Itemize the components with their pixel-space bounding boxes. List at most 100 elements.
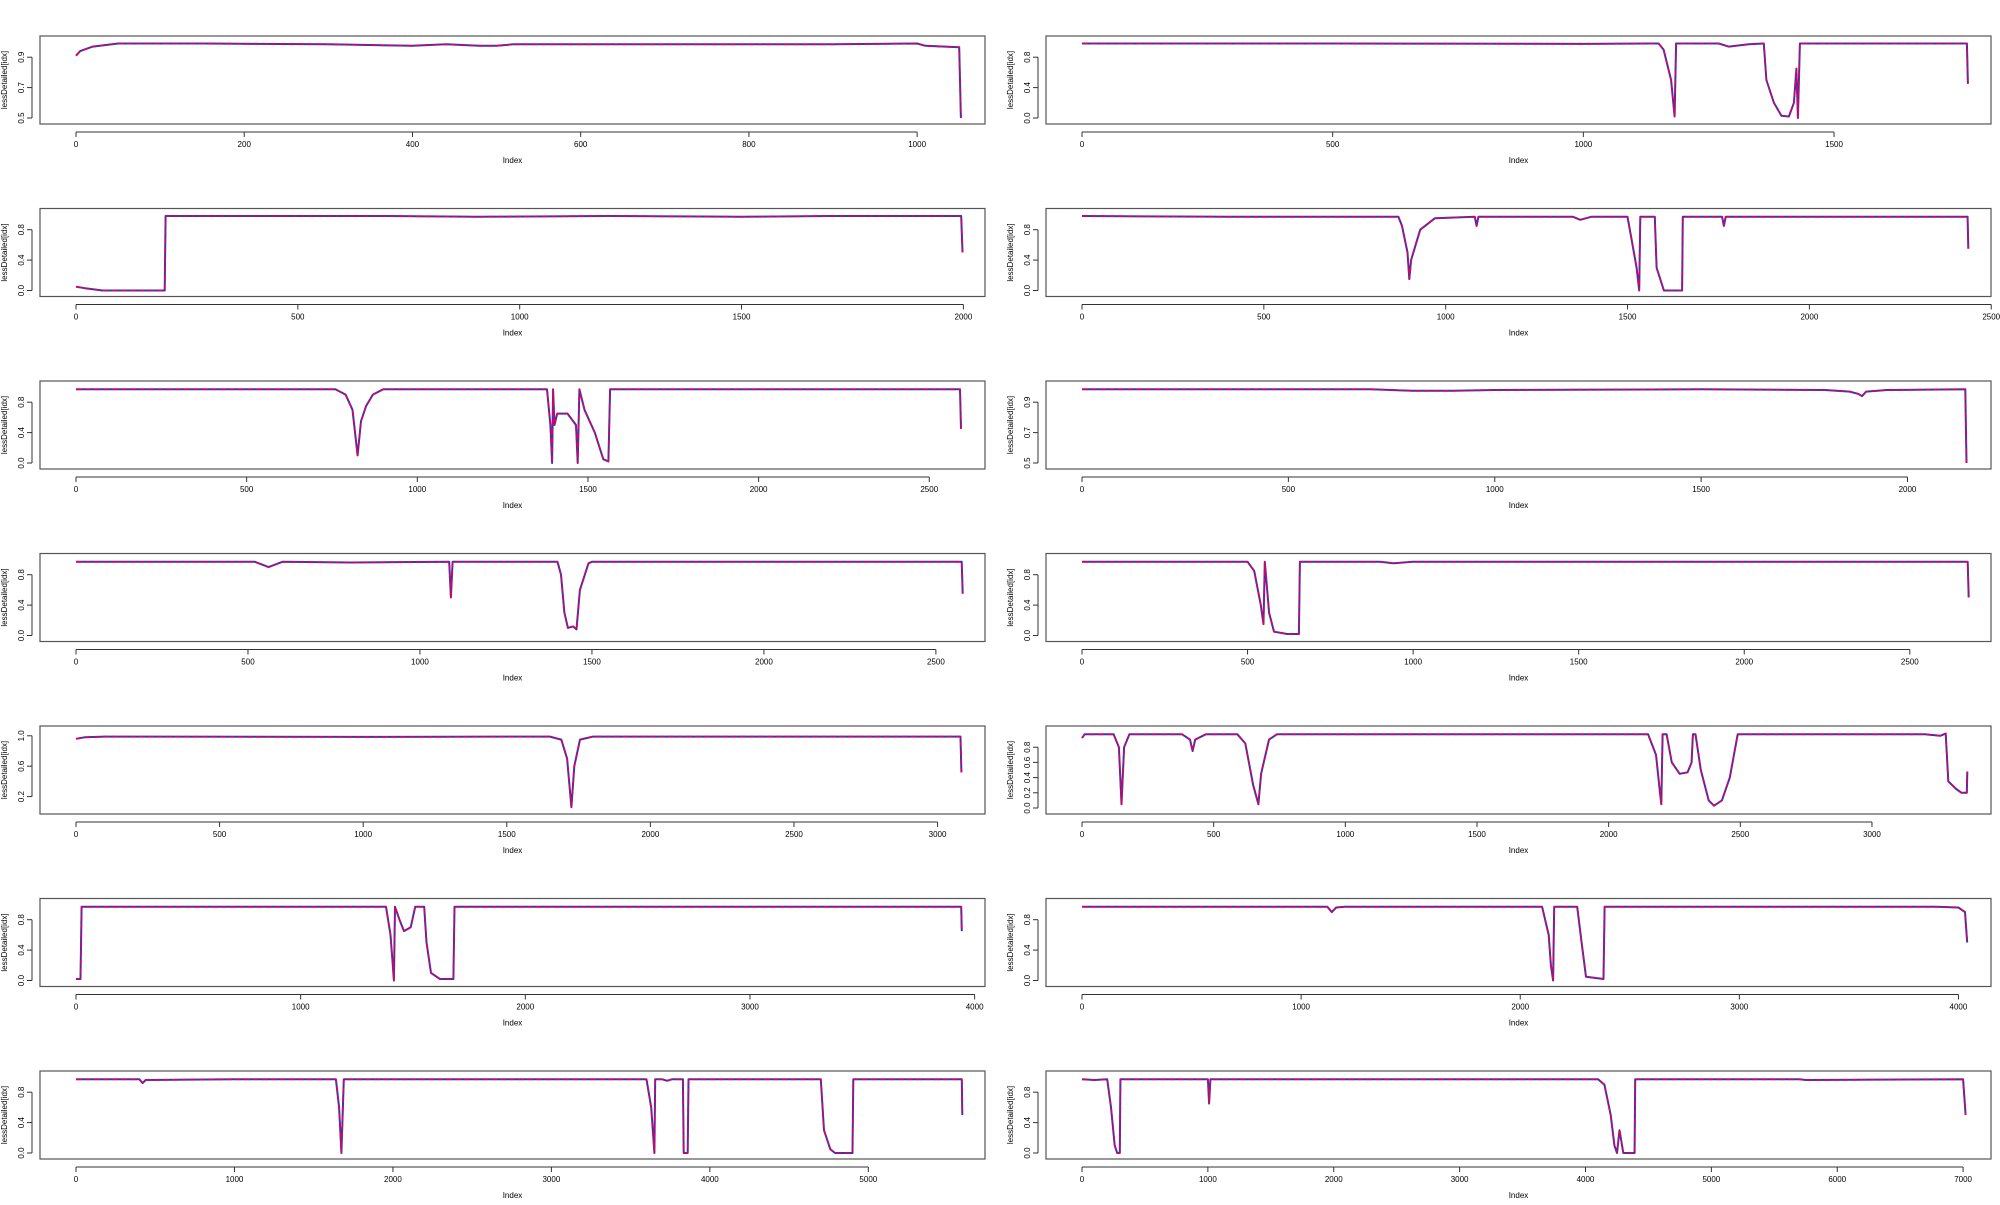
y-tick-label: 0.4 [1023,944,1032,956]
y-tick-label: 0.4 [1023,81,1032,93]
plot-panel-14: 0 1000 2000 3000 4000 5000 6000 7000 0.0 0.4 0.8 In… [1006,1070,1992,1200]
x-tick-label: 0 [1080,485,1085,494]
x-tick-label: 4000 [1577,1175,1595,1184]
y-tick-label: 0.0 [1023,974,1032,986]
x-tick-label: 500 [213,830,227,839]
y-tick-label: 0.5 [17,112,26,124]
x-tick-label: 1000 [1437,313,1455,322]
y-tick-label: 0.8 [1023,224,1032,236]
x-tick-label: 6000 [1828,1175,1846,1184]
x-tick-label: 1500 [1825,140,1843,149]
x-tick-label: 2000 [384,1175,402,1184]
x-axis-title: Index [1509,501,1529,510]
plot-frame [1045,380,1992,470]
x-tick-label: 0 [74,140,79,149]
y-tick-label: 0.6 [17,760,26,772]
y-tick-label: 0.8 [1023,914,1032,926]
y-tick-label: 0.0 [17,629,26,641]
x-tick-label: 2000 [641,830,659,839]
series-line-1 [1081,732,1969,807]
y-axis-title: lessDetailed[idx] [0,913,9,971]
x-tick-label: 3000 [1863,830,1881,839]
x-tick-label: 2000 [755,658,773,667]
y-tick-label: 0.8 [17,1086,26,1098]
series-line-2 [75,215,964,292]
y-tick-label: 0.0 [1023,284,1032,296]
x-tick-label: 5000 [859,1175,877,1184]
x-tick-label: 0 [1080,1175,1085,1184]
y-tick-label: 0.2 [17,790,26,802]
x-tick-label: 1500 [1570,658,1588,667]
y-axis-title: lessDetailed[idx] [1006,396,1015,454]
plot-panel-4: 0 500 1000 1500 2000 2500 0.0 0.4 0.8 Index lessDe… [1006,207,2000,338]
x-tick-label: 2500 [1982,313,2000,322]
plot-panel-10: 0 500 1000 1500 2000 2500 3000 0.0 0.2 0.4 0.6 0.8 I… [1006,725,1992,855]
x-axis-title: Index [503,329,523,338]
y-axis-title: lessDetailed[idx] [0,1086,9,1144]
plot-frame [1045,552,1992,643]
y-tick-label: 0.4 [17,599,26,611]
plot-frame [39,35,986,125]
x-tick-label: 2000 [1600,830,1618,839]
plot-panel-11: 0 1000 2000 3000 4000 0.0 0.4 0.8 Index lessDetai… [0,897,986,1028]
x-tick-label: 1500 [583,658,601,667]
plot-panel-8: 0 500 1000 1500 2000 2500 0.0 0.4 0.8 Index lessDe… [1006,552,1992,683]
x-tick-label: 800 [742,140,756,149]
x-tick-label: 1500 [1468,830,1486,839]
series-line-1 [1081,1078,1967,1154]
series-line-1 [1082,560,1970,635]
x-tick-label: 1000 [411,658,429,667]
y-tick-label: 0.4 [1023,771,1032,783]
y-axis-title: lessDetailed[idx] [0,741,9,799]
y-tick-label: 0.6 [1023,756,1032,768]
x-tick-label: 2000 [1511,1003,1529,1012]
series-line-1 [76,905,963,982]
y-axis-title: lessDetailed[idx] [0,51,9,109]
y-tick-label: 0.4 [1023,599,1032,611]
x-tick-label: 1000 [408,485,426,494]
y-tick-label: 0.0 [1023,112,1032,124]
series-line-2 [1082,388,1968,464]
x-tick-label: 2000 [516,1003,534,1012]
plot-panel-1: 0 200 400 600 800 1000 0.5 0.7 0.9 Index lessDetai… [0,35,986,165]
y-tick-label: 0.4 [1023,1116,1032,1128]
x-tick-label: 4000 [966,1003,984,1012]
x-tick-label: 500 [1257,313,1271,322]
x-tick-label: 1000 [1404,658,1422,667]
x-tick-label: 2500 [1731,830,1749,839]
y-tick-label: 0.4 [17,944,26,956]
y-tick-label: 0.4 [17,1116,26,1128]
y-tick-label: 0.8 [17,396,26,408]
plot-panel-3: 0 500 1000 1500 2000 0.0 0.4 0.8 Index lessDetail… [0,207,986,338]
x-tick-label: 2000 [1800,313,1818,322]
y-tick-label: 0.4 [1023,254,1032,266]
y-axis-title: lessDetailed[idx] [0,223,9,281]
series-line-1 [76,560,964,631]
series-line-2 [75,42,962,119]
y-tick-label: 0.8 [1023,51,1032,63]
plot-panel-5: 0 500 1000 1500 2000 2500 0.0 0.4 0.8 Index lessDe… [0,380,986,510]
x-axis-title: Index [503,156,523,165]
y-axis-title: lessDetailed[idx] [1006,1086,1015,1144]
x-tick-label: 0 [74,1003,79,1012]
x-tick-label: 1500 [733,313,751,322]
series-line-1 [75,215,964,292]
y-tick-label: 0.0 [17,974,26,986]
series-line-1 [1082,42,1969,119]
x-tick-label: 4000 [1950,1003,1968,1012]
x-tick-label: 3000 [542,1175,560,1184]
x-axis-title: Index [1509,156,1529,165]
series-line-2 [76,561,964,631]
x-tick-label: 1500 [1619,313,1637,322]
series-line-2 [1082,561,1970,635]
y-tick-label: 0.2 [1023,787,1032,799]
x-tick-label: 7000 [1954,1175,1972,1184]
x-tick-label: 0 [74,830,79,839]
x-tick-label: 0 [74,313,79,322]
x-tick-label: 500 [240,485,254,494]
x-tick-label: 0 [1080,658,1085,667]
y-tick-label: 0.9 [17,51,26,63]
x-tick-label: 400 [406,140,420,149]
y-tick-label: 0.0 [1023,802,1032,814]
x-tick-label: 0 [74,1175,79,1184]
